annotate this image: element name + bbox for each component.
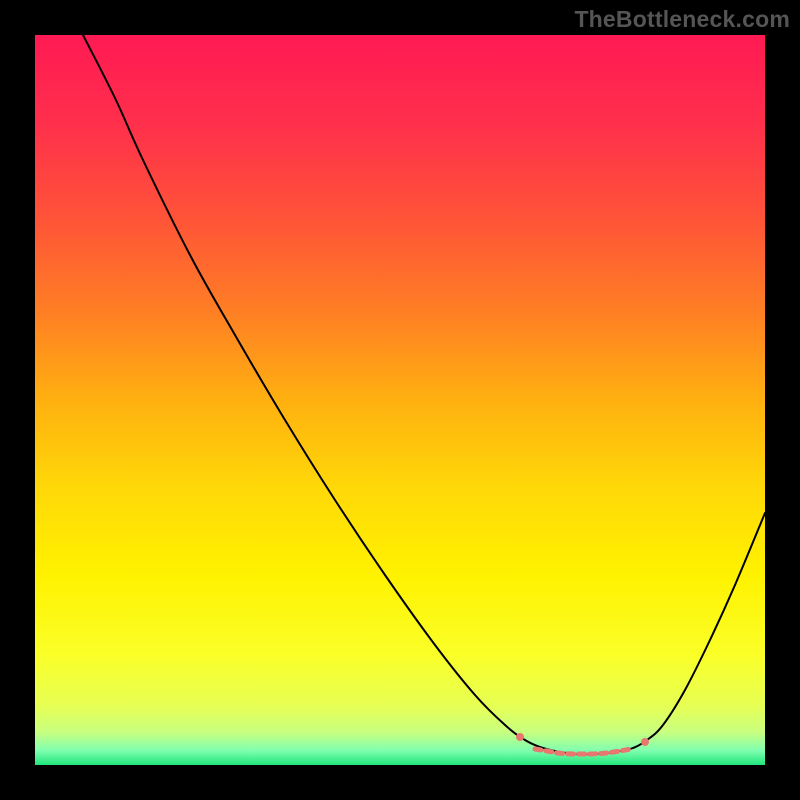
optimal-zone-start-dot: [516, 733, 524, 741]
optimal-zone-end-dot: [641, 738, 649, 746]
gradient-background: [35, 35, 765, 765]
plot-area: [35, 35, 765, 765]
chart-frame: TheBottleneck.com: [0, 0, 800, 800]
watermark-text: TheBottleneck.com: [574, 6, 790, 33]
plot-svg: [35, 35, 765, 765]
